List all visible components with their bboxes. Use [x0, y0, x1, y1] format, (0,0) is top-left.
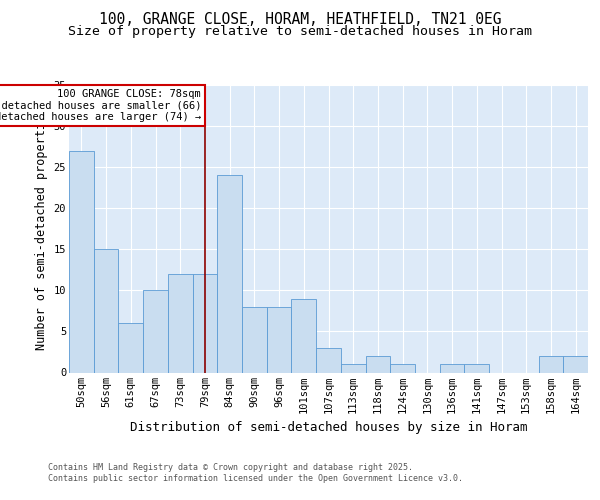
X-axis label: Distribution of semi-detached houses by size in Horam: Distribution of semi-detached houses by …: [130, 421, 527, 434]
Bar: [341, 364, 365, 372]
Bar: [94, 250, 118, 372]
Bar: [242, 307, 267, 372]
Bar: [365, 356, 390, 372]
Bar: [168, 274, 193, 372]
Bar: [539, 356, 563, 372]
Bar: [316, 348, 341, 372]
Y-axis label: Number of semi-detached properties: Number of semi-detached properties: [35, 108, 48, 350]
Bar: [69, 150, 94, 372]
Text: 100 GRANGE CLOSE: 78sqm
← 46% of semi-detached houses are smaller (66)
52% of se: 100 GRANGE CLOSE: 78sqm ← 46% of semi-de…: [0, 89, 201, 122]
Bar: [193, 274, 217, 372]
Bar: [143, 290, 168, 372]
Bar: [563, 356, 588, 372]
Bar: [440, 364, 464, 372]
Bar: [292, 298, 316, 372]
Bar: [390, 364, 415, 372]
Text: Size of property relative to semi-detached houses in Horam: Size of property relative to semi-detach…: [68, 25, 532, 38]
Text: Contains HM Land Registry data © Crown copyright and database right 2025.: Contains HM Land Registry data © Crown c…: [48, 462, 413, 471]
Bar: [217, 176, 242, 372]
Bar: [118, 323, 143, 372]
Text: 100, GRANGE CLOSE, HORAM, HEATHFIELD, TN21 0EG: 100, GRANGE CLOSE, HORAM, HEATHFIELD, TN…: [99, 12, 501, 28]
Bar: [464, 364, 489, 372]
Bar: [267, 307, 292, 372]
Text: Contains public sector information licensed under the Open Government Licence v3: Contains public sector information licen…: [48, 474, 463, 483]
